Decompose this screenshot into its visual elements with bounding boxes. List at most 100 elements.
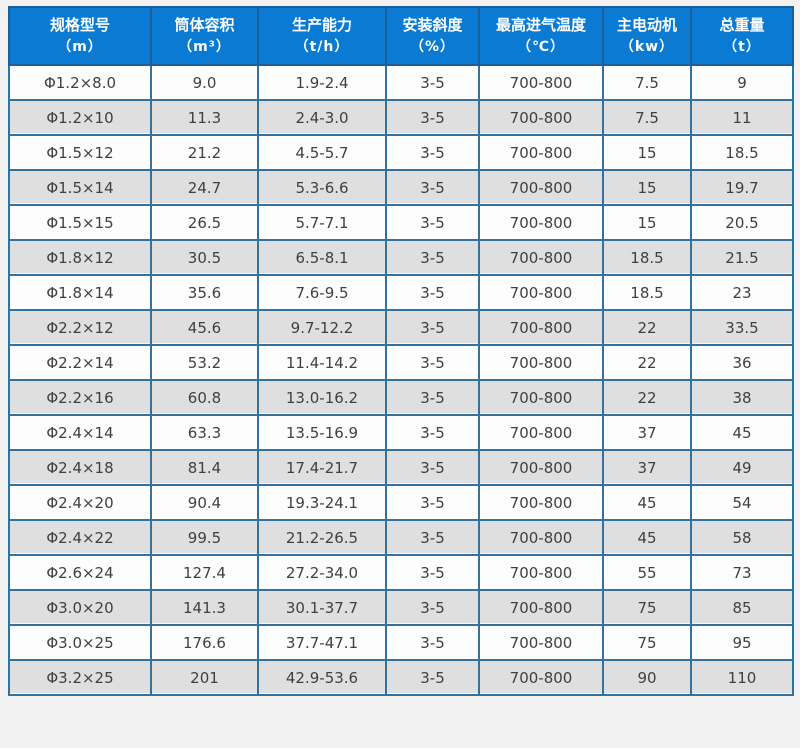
table-cell: 49 bbox=[690, 449, 794, 486]
column-label: 生产能力 bbox=[291, 15, 352, 34]
table-cell: 45 bbox=[690, 414, 794, 451]
table-cell: 35.6 bbox=[150, 274, 259, 311]
table-cell: 54 bbox=[690, 484, 794, 521]
table-cell: 5.7-7.1 bbox=[257, 204, 387, 241]
model-cell: Φ2.4×22 bbox=[8, 519, 152, 556]
table-cell: 9 bbox=[690, 64, 794, 101]
table-cell: 53.2 bbox=[150, 344, 259, 381]
table-cell: 90.4 bbox=[150, 484, 259, 521]
table-cell: 11.3 bbox=[150, 99, 259, 136]
model-cell: Φ3.0×20 bbox=[8, 589, 152, 626]
header-row: 规格型号 （m） 筒体容积 （m³） 生产能力 （t/h） 安装斜度 （%） 最高进气温度 （℃）… bbox=[8, 6, 794, 66]
table-cell: 21.2-26.5 bbox=[257, 519, 387, 556]
table-cell: 700-800 bbox=[478, 484, 604, 521]
table-cell: 22 bbox=[602, 379, 692, 416]
table-row: Φ1.2×8.0 9.0 1.9-2.4 3-5 700-800 7.5 9 bbox=[8, 64, 794, 101]
table-cell: 18.5 bbox=[602, 239, 692, 276]
table-cell: 60.8 bbox=[150, 379, 259, 416]
column-header-5: 最高进气温度 （℃） bbox=[478, 6, 604, 66]
table-cell: 3-5 bbox=[385, 344, 480, 381]
column-header-4: 安装斜度 （%） bbox=[385, 6, 480, 66]
table-cell: 3-5 bbox=[385, 274, 480, 311]
column-label: 最高进气温度 bbox=[495, 15, 586, 34]
column-unit: （t/h） bbox=[294, 38, 350, 55]
model-cell: Φ3.2×25 bbox=[8, 659, 152, 696]
table-row: Φ1.8×12 30.5 6.5-8.1 3-5 700-800 18.5 21.5 bbox=[8, 239, 794, 276]
table-cell: 18.5 bbox=[690, 134, 794, 171]
table-row: Φ2.4×18 81.4 17.4-21.7 3-5 700-800 37 49 bbox=[8, 449, 794, 486]
table-cell: 110 bbox=[690, 659, 794, 696]
table-cell: 19.3-24.1 bbox=[257, 484, 387, 521]
table-cell: 21.5 bbox=[690, 239, 794, 276]
table-row: Φ1.5×12 21.2 4.5-5.7 3-5 700-800 15 18.5 bbox=[8, 134, 794, 171]
table-cell: 33.5 bbox=[690, 309, 794, 346]
table-row: Φ2.4×14 63.3 13.5-16.9 3-5 700-800 37 45 bbox=[8, 414, 794, 451]
model-cell: Φ2.4×18 bbox=[8, 449, 152, 486]
table-cell: 3-5 bbox=[385, 309, 480, 346]
table-row: Φ2.2×16 60.8 13.0-16.2 3-5 700-800 22 38 bbox=[8, 379, 794, 416]
table-cell: 700-800 bbox=[478, 449, 604, 486]
table-cell: 38 bbox=[690, 379, 794, 416]
column-unit: （m） bbox=[57, 38, 103, 55]
table-cell: 13.5-16.9 bbox=[257, 414, 387, 451]
column-header-1: 规格型号 （m） bbox=[8, 6, 152, 66]
table-cell: 22 bbox=[602, 309, 692, 346]
table-cell: 37 bbox=[602, 449, 692, 486]
table-cell: 99.5 bbox=[150, 519, 259, 556]
table-cell: 42.9-53.6 bbox=[257, 659, 387, 696]
column-header-3: 生产能力 （t/h） bbox=[257, 6, 387, 66]
table-cell: 75 bbox=[602, 624, 692, 661]
table-cell: 75 bbox=[602, 589, 692, 626]
table-cell: 3-5 bbox=[385, 449, 480, 486]
table-cell: 15 bbox=[602, 169, 692, 206]
table-cell: 700-800 bbox=[478, 204, 604, 241]
table-cell: 7.5 bbox=[602, 99, 692, 136]
table-cell: 700-800 bbox=[478, 134, 604, 171]
column-label: 规格型号 bbox=[49, 15, 110, 34]
table-cell: 176.6 bbox=[150, 624, 259, 661]
table-cell: 4.5-5.7 bbox=[257, 134, 387, 171]
table-body: Φ1.2×8.0 9.0 1.9-2.4 3-5 700-800 7.5 9 Φ1.2×10 1… bbox=[8, 64, 794, 696]
table-row: Φ1.8×14 35.6 7.6-9.5 3-5 700-800 18.5 23 bbox=[8, 274, 794, 311]
table-cell: 9.7-12.2 bbox=[257, 309, 387, 346]
table-row: Φ1.2×10 11.3 2.4-3.0 3-5 700-800 7.5 11 bbox=[8, 99, 794, 136]
column-label: 筒体容积 bbox=[174, 15, 235, 34]
table-row: Φ1.5×15 26.5 5.7-7.1 3-5 700-800 15 20.5 bbox=[8, 204, 794, 241]
table-cell: 45 bbox=[602, 484, 692, 521]
model-cell: Φ2.6×24 bbox=[8, 554, 152, 591]
table-cell: 3-5 bbox=[385, 239, 480, 276]
table-cell: 7.6-9.5 bbox=[257, 274, 387, 311]
table-cell: 3-5 bbox=[385, 624, 480, 661]
table-cell: 90 bbox=[602, 659, 692, 696]
column-label: 主电动机 bbox=[616, 15, 677, 34]
table-cell: 20.5 bbox=[690, 204, 794, 241]
table-cell: 700-800 bbox=[478, 344, 604, 381]
model-cell: Φ1.5×15 bbox=[8, 204, 152, 241]
table-cell: 21.2 bbox=[150, 134, 259, 171]
column-header-6: 主电动机 （kw） bbox=[602, 6, 692, 66]
column-unit: （℃） bbox=[517, 38, 565, 55]
table-cell: 700-800 bbox=[478, 519, 604, 556]
model-cell: Φ2.2×16 bbox=[8, 379, 152, 416]
table-cell: 700-800 bbox=[478, 274, 604, 311]
table-cell: 700-800 bbox=[478, 169, 604, 206]
table-cell: 7.5 bbox=[602, 64, 692, 101]
table-cell: 700-800 bbox=[478, 64, 604, 101]
table-cell: 24.7 bbox=[150, 169, 259, 206]
table-cell: 3-5 bbox=[385, 589, 480, 626]
table-row: Φ2.4×22 99.5 21.2-26.5 3-5 700-800 45 58 bbox=[8, 519, 794, 556]
table-cell: 45 bbox=[602, 519, 692, 556]
column-unit: （t） bbox=[723, 38, 761, 55]
column-header-7: 总重量 （t） bbox=[690, 6, 794, 66]
table-cell: 6.5-8.1 bbox=[257, 239, 387, 276]
table-cell: 1.9-2.4 bbox=[257, 64, 387, 101]
table-cell: 22 bbox=[602, 344, 692, 381]
column-header-2: 筒体容积 （m³） bbox=[150, 6, 259, 66]
table-cell: 3-5 bbox=[385, 204, 480, 241]
table-cell: 3-5 bbox=[385, 379, 480, 416]
table-cell: 700-800 bbox=[478, 239, 604, 276]
table-row: Φ2.2×14 53.2 11.4-14.2 3-5 700-800 22 36 bbox=[8, 344, 794, 381]
table-cell: 55 bbox=[602, 554, 692, 591]
table-row: Φ3.0×20 141.3 30.1-37.7 3-5 700-800 75 85 bbox=[8, 589, 794, 626]
model-cell: Φ1.5×12 bbox=[8, 134, 152, 171]
